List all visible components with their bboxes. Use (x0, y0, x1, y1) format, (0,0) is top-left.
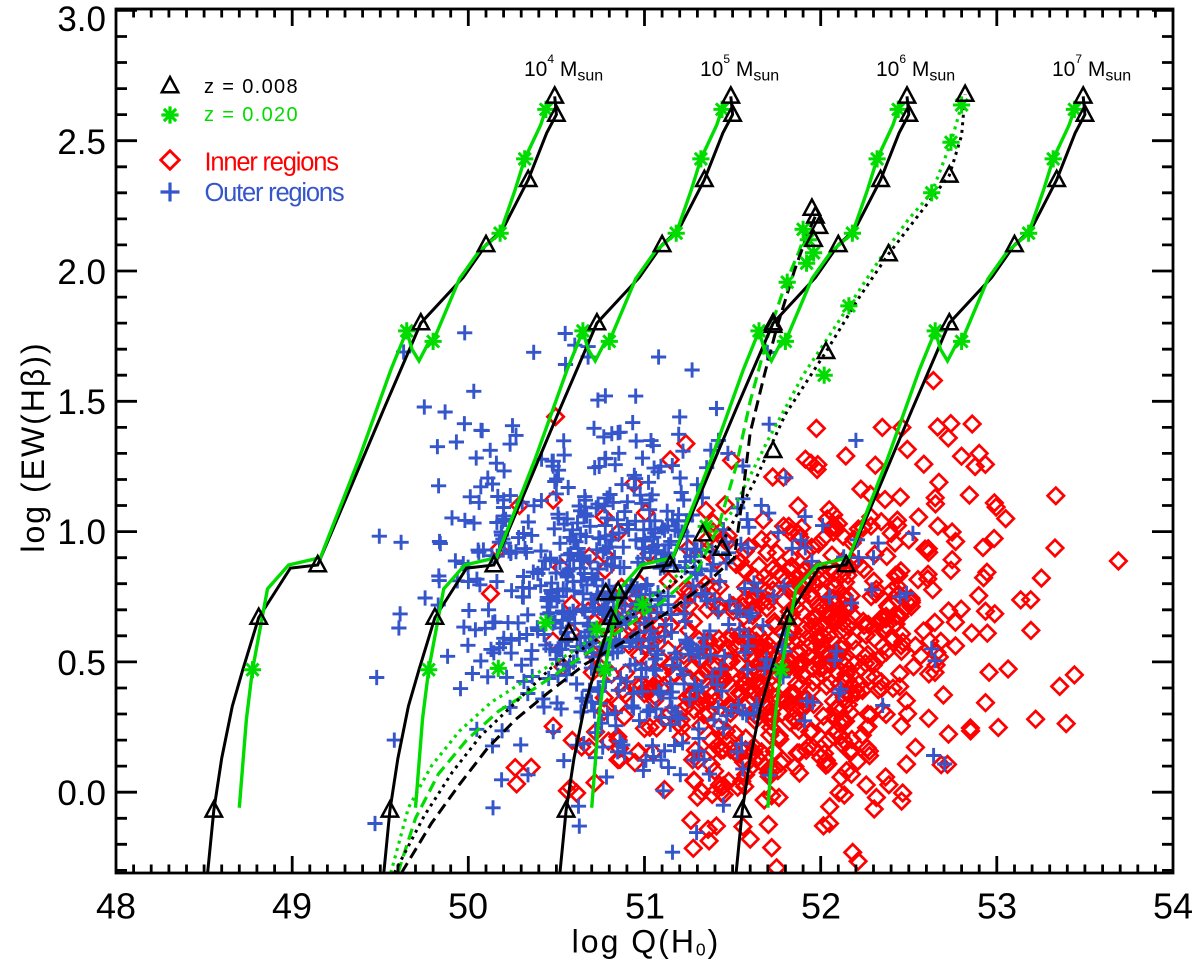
svg-text:log Q(H0): log Q(H0) (572, 924, 721, 960)
svg-text:Inner regions: Inner regions (205, 149, 339, 177)
svg-text:1.0: 1.0 (57, 513, 106, 552)
svg-text:0.0: 0.0 (57, 774, 106, 813)
svg-text:log (EW(Hβ)): log (EW(Hβ)) (15, 341, 51, 552)
svg-text:48: 48 (96, 886, 136, 927)
svg-text:50: 50 (448, 886, 488, 927)
svg-text:51: 51 (625, 886, 665, 927)
svg-text:2.5: 2.5 (57, 123, 106, 162)
svg-text:54: 54 (1153, 886, 1193, 927)
svg-text:z = 0.008: z = 0.008 (204, 76, 299, 98)
svg-text:2.0: 2.0 (57, 253, 106, 292)
svg-text:z = 0.020: z = 0.020 (204, 104, 299, 126)
svg-text:49: 49 (272, 886, 312, 927)
svg-text:0.5: 0.5 (57, 644, 106, 683)
svg-text:53: 53 (977, 886, 1017, 927)
svg-text:104 Msun: 104 Msun (524, 52, 603, 85)
svg-text:52: 52 (801, 886, 841, 927)
svg-text:3.0: 3.0 (57, 0, 106, 39)
svg-text:Outer regions: Outer regions (205, 179, 344, 207)
svg-text:1.5: 1.5 (57, 383, 106, 422)
